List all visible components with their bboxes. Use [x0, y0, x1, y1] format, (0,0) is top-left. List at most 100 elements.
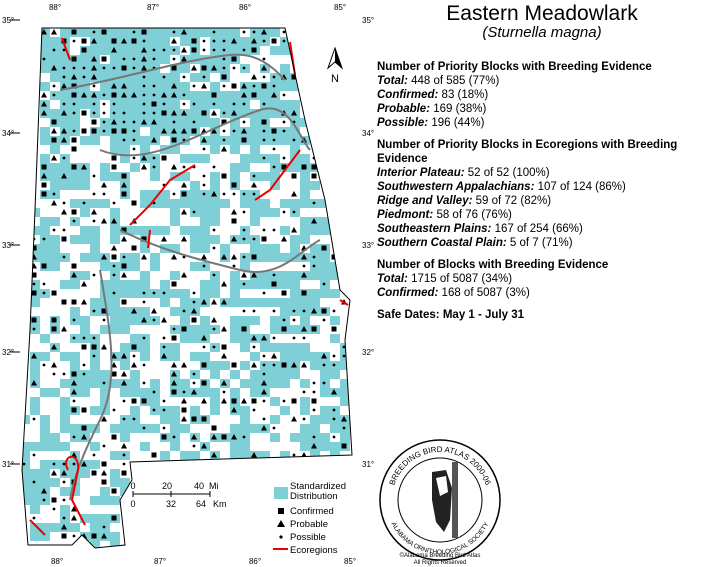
distribution-block	[300, 199, 310, 208]
distribution-block	[170, 271, 180, 280]
distribution-block	[110, 541, 120, 548]
distribution-block	[300, 406, 310, 415]
possible-symbol	[332, 435, 336, 439]
distribution-block	[170, 217, 180, 226]
stat-value: 59 of 72 (82%)	[475, 195, 552, 207]
legend-swatch	[279, 535, 283, 539]
distribution-block	[100, 199, 110, 208]
distribution-block	[130, 334, 140, 343]
distribution-block	[120, 361, 130, 370]
possible-symbol	[92, 84, 96, 88]
distribution-block	[310, 451, 320, 460]
distribution-block	[130, 262, 140, 271]
distribution-block	[190, 190, 200, 199]
distribution-block	[50, 262, 60, 271]
distribution-block	[330, 271, 340, 280]
confirmed-symbol	[121, 173, 127, 179]
possible-symbol	[292, 453, 296, 457]
possible-symbol	[212, 273, 216, 277]
distribution-block	[310, 298, 320, 307]
stat-row: Southern Coastal Plain: 5 of 7 (71%)	[377, 236, 717, 250]
confirmed-symbol	[141, 236, 147, 242]
distribution-block	[290, 82, 300, 91]
probable-symbol	[171, 164, 177, 170]
distribution-block	[50, 442, 60, 451]
confirmed-symbol	[291, 74, 297, 80]
distribution-block	[210, 82, 220, 91]
possible-symbol	[102, 93, 106, 97]
distribution-block	[70, 172, 80, 181]
stat-row: Total: 448 of 585 (77%)	[377, 74, 717, 88]
distribution-block	[280, 46, 290, 55]
possible-symbol	[242, 102, 246, 106]
probable-symbol	[211, 299, 217, 305]
distribution-block	[320, 406, 330, 415]
probable-symbol	[171, 92, 177, 98]
confirmed-symbol	[51, 326, 57, 332]
possible-symbol	[152, 84, 156, 88]
distribution-block	[80, 181, 90, 190]
confirmed-symbol	[71, 56, 77, 62]
possible-symbol	[182, 309, 186, 313]
distribution-block	[260, 271, 270, 280]
probable-symbol	[51, 362, 57, 368]
confirmed-symbol	[251, 47, 257, 53]
stat-value: 83 (18%)	[441, 89, 489, 101]
possible-symbol	[102, 66, 106, 70]
possible-symbol	[102, 192, 106, 196]
probable-symbol	[241, 92, 247, 98]
distribution-block	[260, 208, 270, 217]
distribution-block	[30, 370, 40, 379]
possible-symbol	[172, 30, 176, 34]
distribution-block	[290, 199, 300, 208]
distribution-block	[310, 352, 320, 361]
distribution-block	[140, 280, 150, 289]
possible-symbol	[202, 264, 206, 268]
distribution-block	[80, 226, 90, 235]
probable-symbol	[91, 56, 97, 62]
distribution-block	[230, 316, 240, 325]
possible-symbol	[222, 57, 226, 61]
distribution-block	[230, 451, 240, 460]
confirmed-symbol	[121, 128, 127, 134]
possible-symbol	[282, 318, 286, 322]
distribution-block	[230, 46, 240, 55]
distribution-block	[60, 442, 70, 451]
probable-symbol	[161, 236, 167, 242]
distribution-block	[160, 415, 170, 424]
distribution-block	[80, 388, 90, 397]
stat-value: 107 of 124 (86%)	[537, 181, 626, 193]
distribution-block	[170, 424, 180, 433]
possible-symbol	[202, 48, 206, 52]
probable-symbol	[271, 92, 277, 98]
possible-symbol	[182, 102, 186, 106]
possible-symbol	[102, 102, 106, 106]
possible-symbol	[112, 291, 116, 295]
distribution-block	[40, 217, 50, 226]
distribution-block	[320, 271, 330, 280]
confirmed-symbol	[291, 398, 297, 404]
distribution-block	[280, 226, 290, 235]
distribution-block	[70, 361, 80, 370]
distribution-block	[240, 298, 250, 307]
possible-symbol	[162, 102, 166, 106]
stat-row: Piedmont: 58 of 76 (76%)	[377, 208, 717, 222]
possible-symbol	[272, 426, 276, 430]
distribution-block	[100, 280, 110, 289]
distribution-block	[270, 370, 280, 379]
probable-symbol	[111, 245, 117, 251]
probable-symbol	[181, 182, 187, 188]
distribution-block	[110, 226, 120, 235]
possible-symbol	[262, 39, 266, 43]
distribution-block	[240, 442, 250, 451]
distribution-block	[30, 505, 40, 514]
possible-symbol	[112, 66, 116, 70]
distribution-block	[150, 73, 160, 82]
stat-row: Possible: 196 (44%)	[377, 116, 717, 130]
distribution-block	[330, 316, 340, 325]
distribution-block	[40, 226, 50, 235]
possible-symbol	[302, 417, 306, 421]
possible-symbol	[282, 30, 286, 34]
distribution-block	[220, 244, 230, 253]
possible-symbol	[82, 363, 86, 367]
